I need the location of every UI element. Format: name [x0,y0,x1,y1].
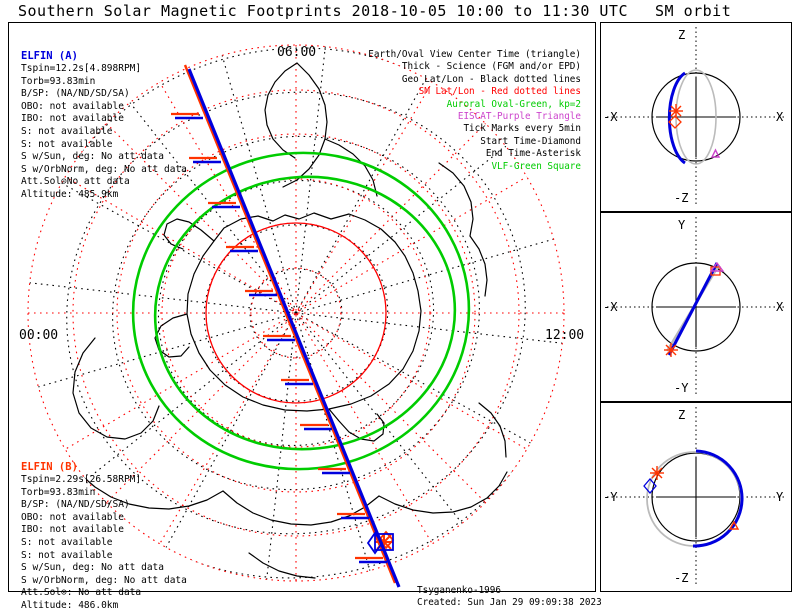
sm-orbit-panel-yz: Z -Y Y -Z [600,402,792,592]
elfin-b-ibo: IBO: not available [21,524,124,536]
sm-yz-plot-area [601,403,791,591]
end-asterisk-marker [664,343,678,357]
end-asterisk-marker [669,104,683,118]
legend-item-sm-latlon: SM Lat/Lon - Red dotted lines [418,86,581,98]
elfin-b-orbnorm-angle: S w/OrbNorm, deg: No att data [21,574,187,586]
screenshot-root: Southern Solar Magnetic Footprints 2018-… [8,2,792,611]
sm-yz-label-bottom: -Z [674,571,689,585]
start-diamond-marker [643,478,657,494]
elfin-b-info-block: ELFIN (B) Tspin=2.29s[26.58RPM] Torb=93.… [21,460,187,613]
sm-xy-label-top: Y [678,218,686,232]
elfin-b-s1: S: not available [21,536,113,548]
elfin-a-start-diamond [366,531,384,555]
sm-orbit-title: SM orbit [655,2,732,20]
legend-item-end-time: End Time-Asterisk [485,148,581,160]
mlt-label-0000: 00:00 [19,328,59,343]
elfin-a-orbnorm-angle: S w/OrbNorm, deg: No att data [21,163,187,175]
elfin-b-obo: OBO: not available [21,511,124,523]
elfin-a-sun-angle: S w/Sun, deg: No att data [21,151,164,163]
elfin-a-tick-marks [175,116,387,564]
sm-yz-label-right: Y [776,490,784,504]
created-timestamp: Created: Sun Jan 29 09:09:38 2023 [417,597,602,609]
sm-xz-label-top: Z [678,28,686,42]
mlt-label-0600: 06:00 [277,45,317,60]
elfin-b-s2: S: not available [21,549,113,561]
polar-footprint-panel: 00:00 06:00 12:00 ELFIN (A) Tspin=12.2s[… [8,22,602,611]
legend-block: Earth/Oval View Center Time (triangle) T… [368,49,581,173]
sm-xy-svg [607,217,785,397]
mlt-label-1200: 12:00 [545,328,585,343]
elfin-a-ibo: IBO: not available [21,113,124,125]
elfin-a-tspin: Tspin=12.2s[4.898RPM] [21,63,142,74]
elfin-b-sun-angle: S w/Sun, deg: No att data [21,562,164,574]
elfin-a-name: ELFIN (A) [21,50,78,62]
sm-yz-label-top: Z [678,408,686,422]
earth-circle [651,452,741,542]
elfin-a-attsol: Att.Sol⊙No att data [21,176,130,188]
eiscat-triangle-marker [709,261,725,272]
sm-xy-plot-area [601,213,791,401]
elfin-b-tspin: Tspin=2.29s[26.58RPM] [21,474,142,485]
elfin-a-info-block: ELFIN (A) Tspin=12.2s[4.898RPM] Torb=93.… [21,49,187,202]
legend-item-vlf: VLF-Green Square [491,160,581,172]
page-title: Southern Solar Magnetic Footprints 2018-… [18,2,628,20]
elfin-b-torb: Torb=93.83min [21,486,96,498]
earth-circle [651,72,741,162]
elfin-a-torb: Torb=93.83min [21,75,96,87]
sm-latitude-ring-60 [205,222,387,404]
sm-xz-label-left: -X [603,110,618,124]
sm-xz-svg [607,27,785,207]
sm-xy-label-right: X [776,300,784,314]
elfin-b-attsol: Att.Sol⊙: No att data [21,587,142,599]
auroral-oval-outer [131,151,471,471]
elfin-b-altitude: Altitude: 486.0km [21,599,119,611]
end-asterisk-marker [650,466,664,480]
credit-block: Tsyganenko-1996 Created: Sun Jan 29 09:0… [417,585,602,610]
model-name: Tsyganenko-1996 [417,585,501,596]
legend-item-tick-marks: Tick Marks every 5min [463,123,581,135]
elfin-a-s2: S: not available [21,138,113,150]
legend-item-start-time: Start Time-Diamond [480,135,581,147]
elfin-a-obo: OBO: not available [21,100,124,112]
vlf-green-square-marker [374,533,394,551]
sm-xy-label-bottom: -Y [674,381,689,395]
polar-plot-svg [27,44,565,588]
elfin-b-name: ELFIN (B) [21,461,78,473]
sm-yz-svg [607,407,785,587]
elfin-a-s1: S: not available [21,125,113,137]
legend-item-eiscat: EISCAT-Purple Triangle [457,111,581,123]
legend-item-geo-latlon: Geo Lat/Lon - Black dotted lines [401,73,581,85]
start-diamond-marker [668,115,682,129]
sm-orbit-panel-xy: Y -X X -Y [600,212,792,402]
orbit-track-blue [667,71,686,165]
elfin-a-altitude: Altitude: 485.9km [21,188,119,200]
earth-circle [651,262,741,352]
legend-item-thick-science: Thick - Science (FGM and/or EPD) [401,61,581,73]
sm-xz-plot-area [601,23,791,211]
orbit-track-blue [667,262,719,356]
eiscat-triangle-marker [728,520,740,530]
orbit-track-blue [692,449,744,548]
polar-plot-area [9,23,595,591]
sm-xy-label-left: -X [603,300,618,314]
elfin-b-bsp: B/SP: (NA/ND/SD/SA) [21,499,130,511]
legend-item-center-time: Earth/Oval View Center Time (triangle) [368,49,581,60]
eiscat-triangle-marker [710,148,721,158]
elfin-a-bsp: B/SP: (NA/ND/SD/SA) [21,88,130,100]
sm-xz-label-right: X [776,110,784,124]
auroral-oval-inner [153,175,457,451]
sm-orbit-panel-xz: Z -X X -Z [600,22,792,212]
sm-xz-label-bottom: -Z [674,191,689,205]
sm-yz-label-left: -Y [603,490,618,504]
legend-item-auroral-oval: Auroral Oval-Green, kp=2 [446,98,581,110]
elfin-a-track [175,68,401,588]
